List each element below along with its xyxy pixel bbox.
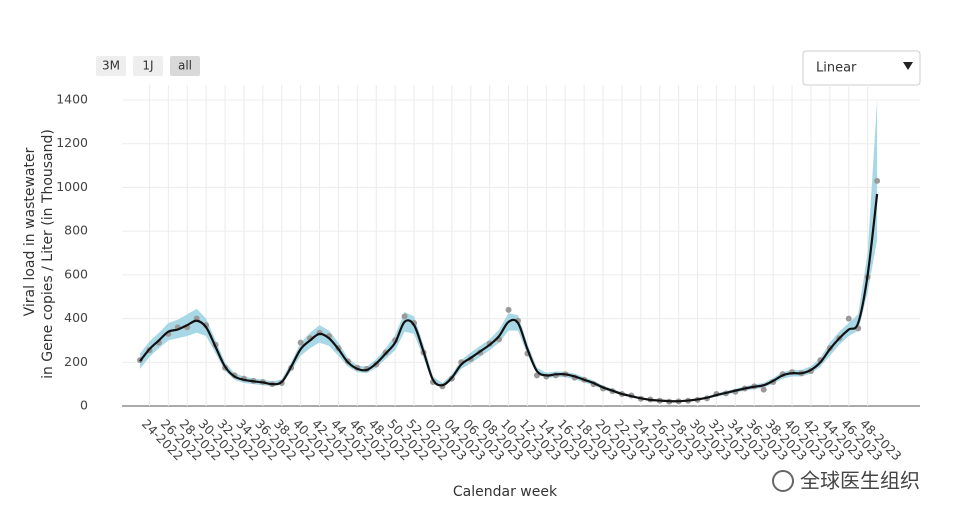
data-point [845,315,852,322]
data-point [297,339,304,346]
range-button[interactable] [96,56,126,76]
y-axis-title: Viral load in wastewater [22,147,38,316]
watermark-icon [772,470,794,492]
y-tick-label: 1400 [56,92,88,107]
range-button[interactable] [133,56,163,76]
watermark-text: 全球医生组织 [800,469,920,493]
data-point [505,306,512,313]
range-button[interactable] [170,56,200,76]
y-tick-label: 600 [64,266,88,281]
data-point [874,177,881,184]
scale-dropdown[interactable] [802,50,921,86]
y-tick-label: 1000 [56,179,88,194]
y-tick-label: 0 [80,398,88,413]
range-button-label[interactable]: all [178,59,192,73]
x-axis-title: Calendar week [453,484,558,500]
range-button-label[interactable]: 1J [142,59,153,73]
y-tick-label: 1200 [56,135,88,150]
y-tick-label: 800 [64,223,88,238]
scale-dropdown-label[interactable]: Linear [816,61,857,76]
y-axis-title: in Gene copies / Liter (in Thousand) [40,129,56,379]
watermark: 全球医生组织 [772,469,920,493]
y-tick-label: 400 [64,310,88,325]
dropdown-arrow[interactable] [903,62,913,70]
y-tick-label: 200 [64,354,88,369]
range-button-label[interactable]: 3M [102,59,120,73]
data-point [401,313,408,320]
data-point [760,386,767,393]
trend-line [139,193,879,403]
